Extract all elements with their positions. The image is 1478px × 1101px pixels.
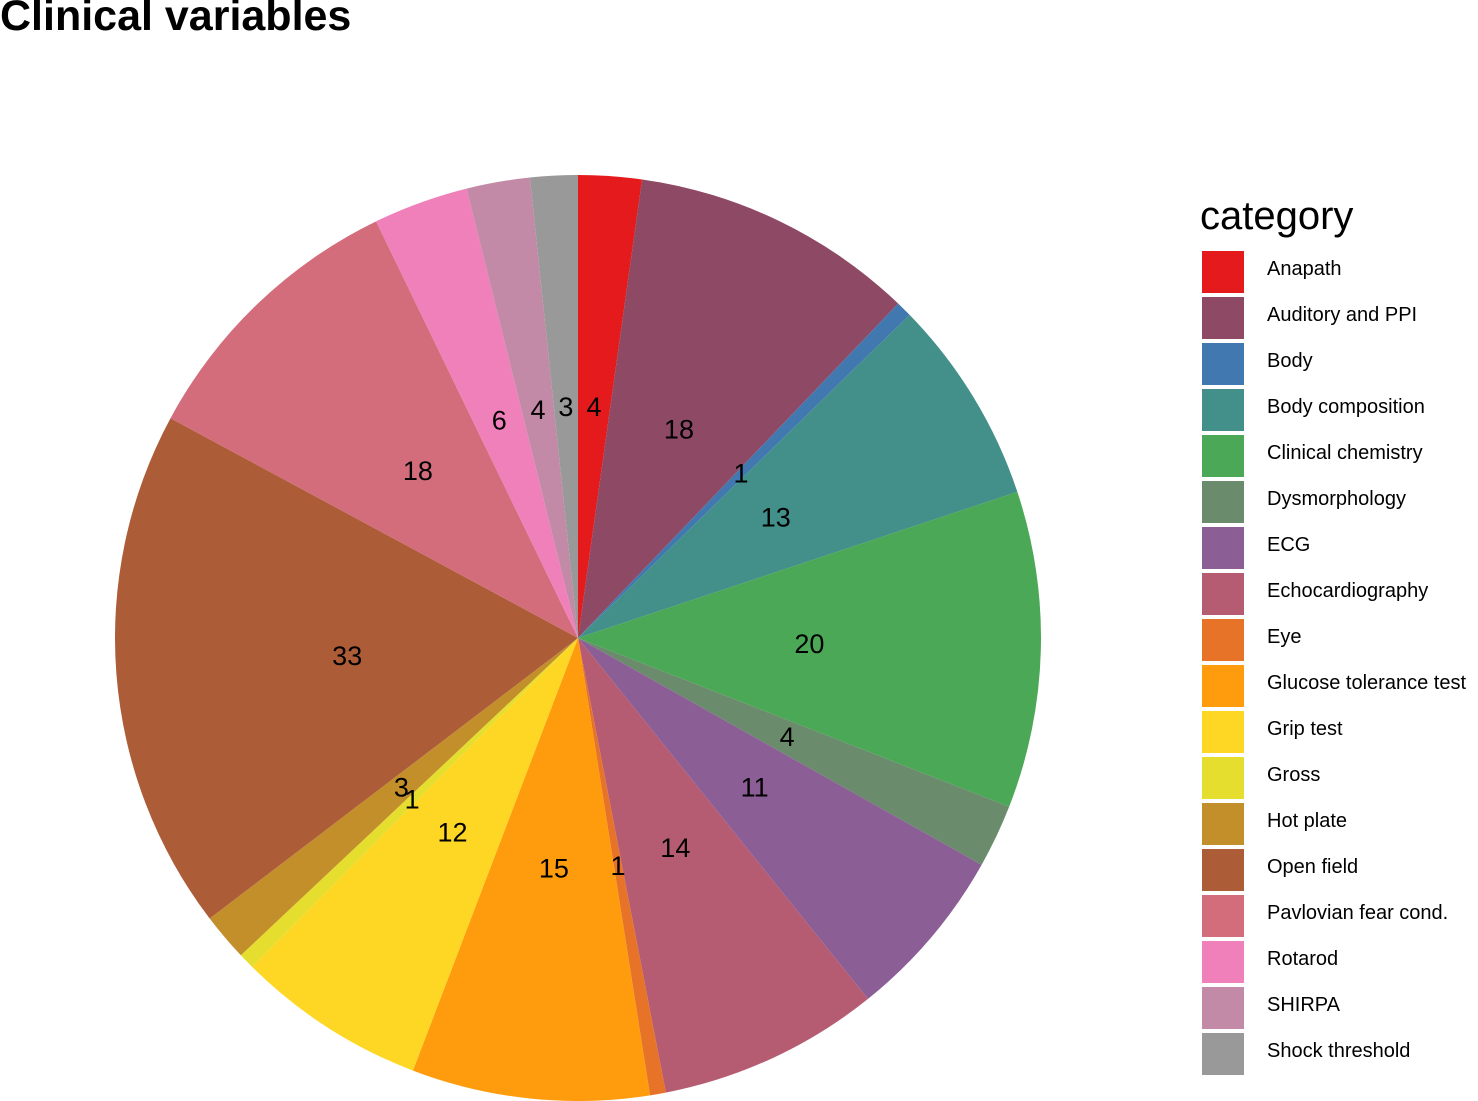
legend-label: Clinical chemistry <box>1267 442 1423 464</box>
pie-slice-ecg <box>578 638 982 999</box>
legend-label: Grip test <box>1267 718 1343 740</box>
legend-item: SHIRPA <box>1200 985 1353 1031</box>
legend-label: Glucose tolerance test <box>1267 672 1466 694</box>
legend-swatch <box>1202 941 1244 983</box>
legend-item: Gross <box>1200 755 1353 801</box>
legend-item: Pavlovian fear cond. <box>1200 893 1448 939</box>
pie-slice-shirpa <box>466 177 578 638</box>
pie-slice-eye <box>578 638 666 1096</box>
legend-swatch <box>1202 757 1244 799</box>
pie-slice-clinical-chemistry <box>578 491 1042 807</box>
legend-swatch <box>1202 665 1244 707</box>
slice-value-label: 6 <box>492 405 507 435</box>
slice-value-label: 33 <box>332 641 362 671</box>
legend-swatch <box>1202 1033 1244 1075</box>
pie-slice-grip-test <box>252 638 578 1071</box>
pie-slice-body-composition <box>578 314 1018 638</box>
legend-item: Grip test <box>1200 709 1353 755</box>
pie-slice-pavlovian-fear-cond <box>170 221 578 638</box>
slice-value-label: 14 <box>660 833 690 863</box>
legend-item: Eye <box>1200 617 1353 663</box>
legend-item: Clinical chemistry <box>1200 433 1423 479</box>
legend-swatch <box>1202 481 1244 523</box>
chart-title: Clinical variables <box>0 0 352 40</box>
legend-label: Open field <box>1267 856 1359 878</box>
pie-slice-body <box>578 303 910 638</box>
slice-value-label: 4 <box>531 395 546 425</box>
legend-label: Auditory and PPI <box>1267 304 1418 326</box>
legend-swatch <box>1202 343 1244 385</box>
slice-value-label: 3 <box>558 392 573 422</box>
legend: category Anapath Auditory and PPI Body Body… <box>1200 193 1466 1077</box>
legend-label: Hot plate <box>1267 810 1348 832</box>
legend-label: Body composition <box>1267 396 1425 418</box>
legend-label: Gross <box>1267 764 1321 786</box>
slice-value-label: 4 <box>587 392 602 422</box>
pie-slice-hot-plate <box>209 638 578 956</box>
legend-swatch <box>1202 849 1244 891</box>
legend-item: Rotarod <box>1200 939 1353 985</box>
slice-value-label: 20 <box>794 629 824 659</box>
pie-slice-dysmorphology <box>578 638 1010 865</box>
legend-label: Shock threshold <box>1267 1040 1411 1062</box>
legend-swatch <box>1202 527 1244 569</box>
legend-swatch <box>1202 389 1244 431</box>
legend-label: SHIRPA <box>1267 994 1340 1016</box>
legend-swatch <box>1202 435 1244 477</box>
slice-value-label: 15 <box>539 853 569 883</box>
slice-value-label: 1 <box>610 851 625 881</box>
slice-value-label: 13 <box>761 503 791 533</box>
legend-swatch <box>1202 987 1244 1029</box>
legend-label: Rotarod <box>1267 948 1339 970</box>
legend-label: Dysmorphology <box>1267 488 1406 510</box>
legend-item: Open field <box>1200 847 1358 893</box>
legend-item: Hot plate <box>1200 801 1353 847</box>
slice-value-label: 11 <box>741 773 769 803</box>
legend-swatch <box>1202 251 1244 293</box>
legend-item: Echocardiography <box>1200 571 1428 617</box>
legend-swatch <box>1202 895 1244 937</box>
legend-swatch <box>1202 619 1244 661</box>
legend-swatch <box>1202 297 1244 339</box>
pie-slice-glucose-tolerance-test <box>412 638 651 1101</box>
slice-value-label: 18 <box>664 415 694 445</box>
slice-value-label: 3 <box>394 773 409 803</box>
pie-slice-anapath <box>578 175 643 638</box>
legend-items: Anapath Auditory and PPI Body Body composit… <box>1200 249 1466 1077</box>
slice-value-label: 18 <box>403 456 433 486</box>
slice-value-label: 1 <box>733 459 748 489</box>
slice-value-label: 12 <box>438 818 468 848</box>
legend-title: category <box>1200 194 1354 238</box>
legend-item: Anapath <box>1200 249 1353 295</box>
legend-item: Auditory and PPI <box>1200 295 1417 341</box>
pie-slice-echocardiography <box>578 638 869 1093</box>
legend-item: Body composition <box>1200 387 1425 433</box>
slice-value-label: 1 <box>405 785 420 815</box>
legend-item: Glucose tolerance test <box>1200 663 1466 709</box>
legend-item: Body <box>1200 341 1353 387</box>
legend-label: Eye <box>1267 626 1302 648</box>
slice-value-label: 4 <box>780 722 795 752</box>
pie-slice-rotarod <box>376 188 578 638</box>
pie-slices <box>114 175 1042 1101</box>
legend-label: Echocardiography <box>1267 580 1429 602</box>
legend-label: Anapath <box>1267 258 1342 280</box>
legend-item: Dysmorphology <box>1200 479 1406 525</box>
legend-label: ECG <box>1267 534 1311 556</box>
legend-swatch <box>1202 573 1244 615</box>
pie-slice-auditory-and-ppi <box>578 179 899 638</box>
legend-label: Body <box>1267 350 1313 372</box>
legend-swatch <box>1202 803 1244 845</box>
pie-slice-shock-threshold <box>529 175 578 638</box>
legend-swatch <box>1202 711 1244 753</box>
legend-item: ECG <box>1200 525 1353 571</box>
pie-slice-gross <box>240 638 578 967</box>
pie-slice-open-field <box>114 418 578 919</box>
legend-item: Shock threshold <box>1200 1031 1410 1077</box>
legend-label: Pavlovian fear cond. <box>1267 902 1449 924</box>
